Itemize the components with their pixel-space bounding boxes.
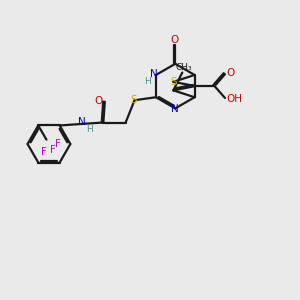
Text: N: N	[150, 69, 158, 79]
Text: F: F	[55, 139, 61, 149]
Text: OH: OH	[226, 94, 242, 103]
Text: N: N	[78, 117, 86, 127]
Text: S: S	[131, 94, 137, 105]
Text: O: O	[227, 68, 235, 78]
Text: CH₃: CH₃	[176, 63, 192, 72]
Text: H: H	[144, 77, 150, 86]
Text: O: O	[170, 35, 179, 45]
Text: F: F	[50, 146, 56, 155]
Text: O: O	[94, 95, 102, 106]
Text: F: F	[41, 147, 47, 157]
Text: N: N	[171, 104, 179, 114]
Text: H: H	[86, 125, 93, 134]
Text: S: S	[171, 77, 177, 87]
